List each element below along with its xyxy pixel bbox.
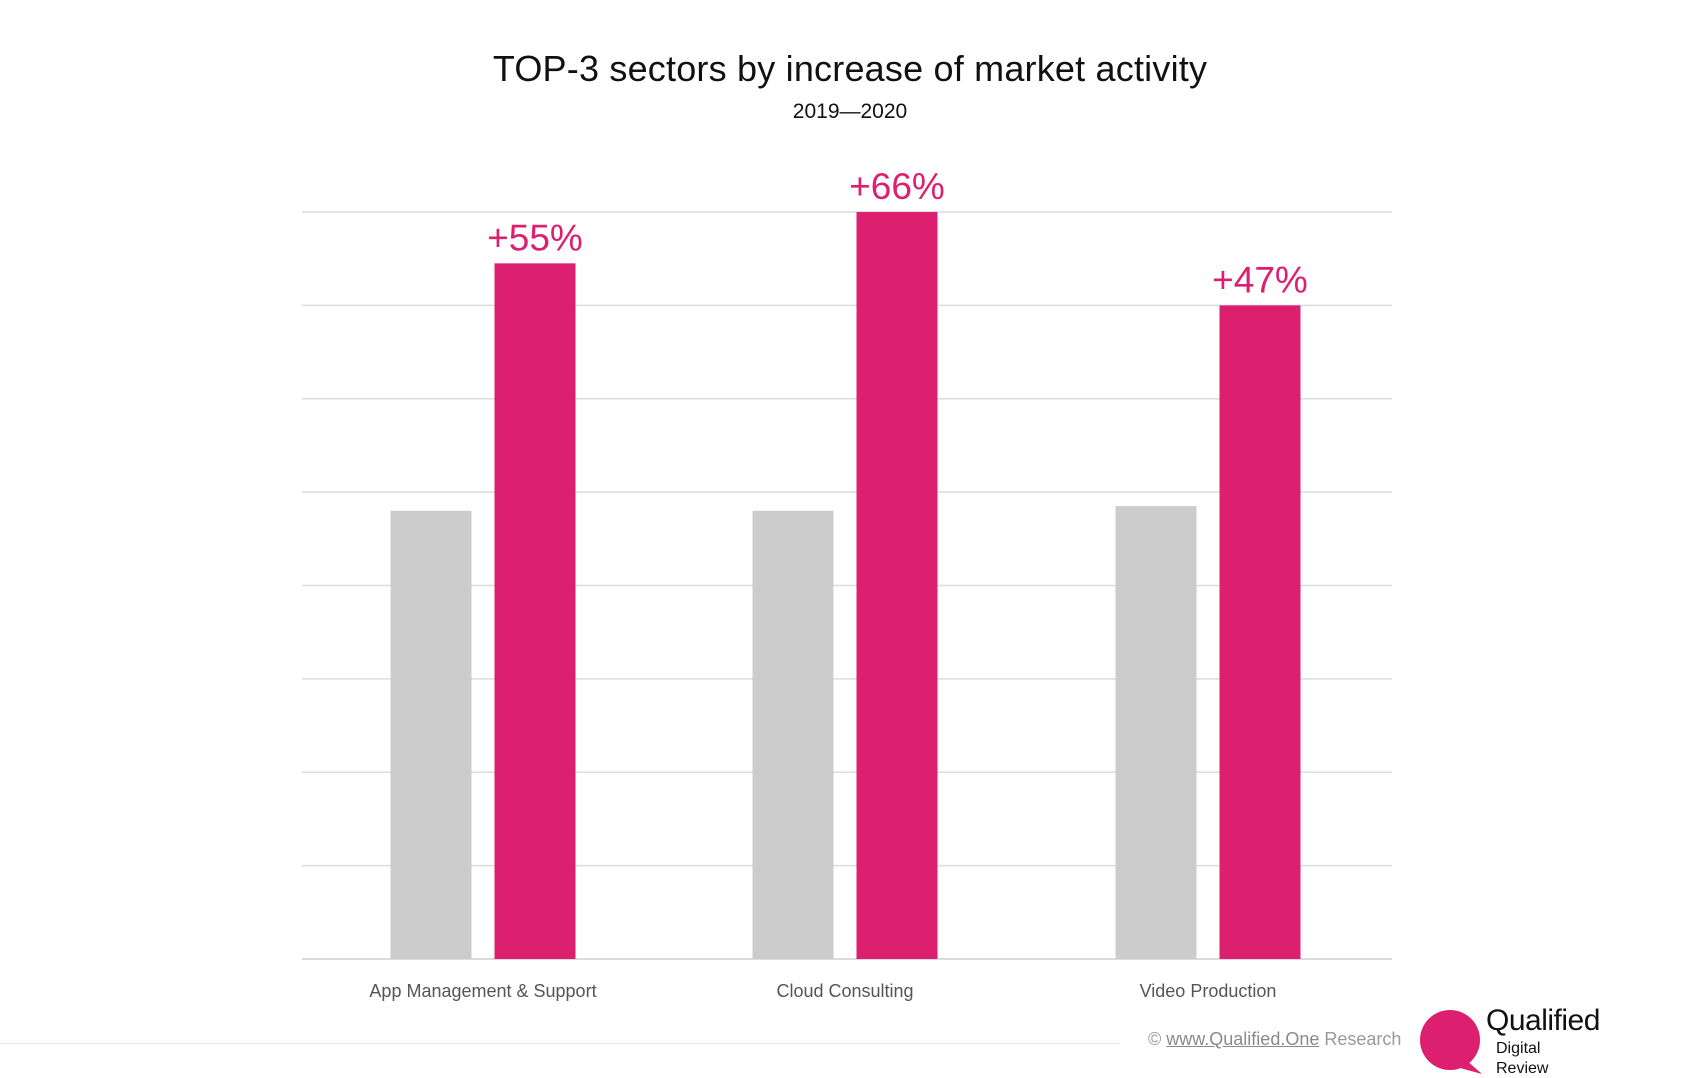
copyright-symbol: © (1148, 1029, 1162, 1049)
category-label-3: Video Production (1140, 981, 1277, 1001)
data-label-2: +66% (849, 166, 945, 207)
chart-subtitle: 2019—2020 (792, 100, 908, 123)
bar-highlight-2 (856, 212, 938, 959)
bar-highlight-1 (494, 263, 576, 959)
credit-suffix: Research (1324, 1029, 1402, 1049)
category-label-2: Cloud Consulting (776, 981, 913, 1001)
category-label-1: App Management & Support (369, 981, 596, 1001)
data-labels: +55% +66% +47% (487, 166, 1308, 300)
brand-logo: Qualified Digital Review (1418, 998, 1618, 1077)
bar-chart: +55% +66% +47% App Management & Support Clo… (302, 166, 1392, 1001)
data-label-1: +55% (487, 217, 583, 258)
bar-baseline-3 (1115, 506, 1197, 959)
gridlines (302, 211, 1392, 960)
speech-bubble-icon (1420, 1010, 1482, 1074)
chart-title: TOP-3 sectors by increase of market acti… (492, 48, 1208, 89)
bars (390, 212, 1301, 959)
footer-credit: © www.Qualified.One Research (1148, 1029, 1401, 1050)
bar-highlight-3 (1219, 305, 1301, 959)
logo-line-2: Review (1496, 1060, 1549, 1077)
data-label-3: +47% (1212, 259, 1308, 300)
category-labels: App Management & Support Cloud Consulting… (369, 981, 1276, 1001)
logo-line-1: Digital (1496, 1040, 1541, 1057)
bar-baseline-1 (390, 510, 472, 959)
footer-divider (0, 1043, 1120, 1044)
site-link[interactable]: www.Qualified.One (1166, 1029, 1320, 1049)
logo-name: Qualified (1486, 1004, 1600, 1037)
bar-baseline-2 (752, 510, 834, 959)
